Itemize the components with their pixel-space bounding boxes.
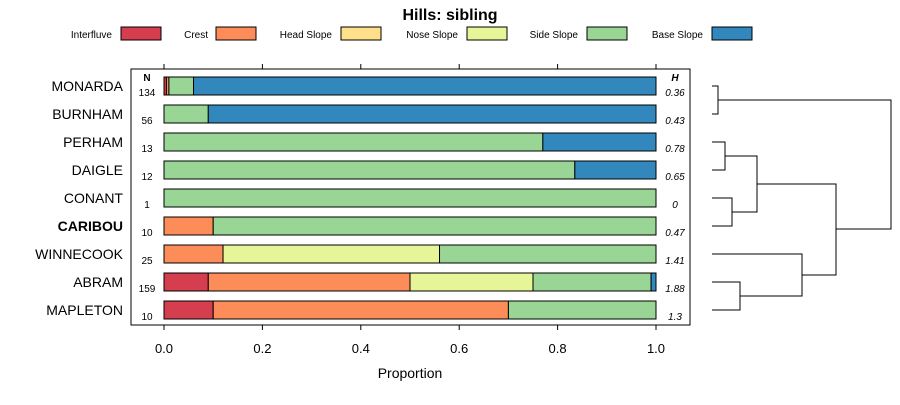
legend: Interfluve Crest Head Slope Nose Slope Side … bbox=[71, 26, 753, 41]
legend-swatch bbox=[120, 26, 162, 41]
bar-segment bbox=[507, 300, 657, 320]
bar-segment bbox=[163, 300, 214, 320]
bar-segment bbox=[163, 188, 657, 208]
legend-label: Head Slope bbox=[280, 30, 333, 41]
row-label: CONANT bbox=[64, 190, 124, 206]
legend-swatch bbox=[466, 26, 508, 41]
row-entropy: 1.41 bbox=[665, 256, 684, 267]
dendrogram-branch bbox=[712, 197, 733, 227]
bar-segment bbox=[163, 272, 209, 292]
row-count: 1 bbox=[144, 200, 150, 211]
bar-segment bbox=[207, 104, 657, 124]
dendrogram-branch bbox=[757, 183, 837, 276]
row-count: 56 bbox=[141, 116, 153, 127]
x-tick-label: 0.2 bbox=[253, 341, 271, 356]
legend-swatch bbox=[586, 26, 628, 41]
legend-swatch bbox=[711, 26, 753, 41]
row-entropy: 0 bbox=[672, 200, 678, 211]
bars bbox=[163, 76, 657, 320]
row-count: 12 bbox=[141, 172, 153, 183]
row-entropy: 1.3 bbox=[668, 312, 682, 323]
legend-swatch bbox=[340, 26, 382, 41]
bar-segment bbox=[163, 216, 214, 236]
x-tick-label: 0.4 bbox=[352, 341, 370, 356]
dendrogram-branch bbox=[712, 141, 726, 171]
row-count: 134 bbox=[139, 88, 156, 99]
entropy-values: 0.36 0.43 0.78 0.65 0 0.47 1.41 1.88 1.3 bbox=[665, 88, 685, 323]
row-count: 10 bbox=[141, 228, 153, 239]
dendrogram-branch bbox=[718, 99, 892, 230]
row-entropy: 0.36 bbox=[665, 88, 685, 99]
row-label: MAPLETON bbox=[46, 302, 123, 318]
row-label: DAIGLE bbox=[72, 162, 123, 178]
row-count: 13 bbox=[141, 144, 153, 155]
x-tick-label: 0.6 bbox=[450, 341, 468, 356]
row-count: 159 bbox=[139, 284, 156, 295]
legend-label: Side Slope bbox=[530, 30, 579, 41]
legend-label: Crest bbox=[184, 30, 208, 41]
bar-segment bbox=[212, 300, 509, 320]
plot-panel bbox=[130, 68, 691, 326]
bar-segment bbox=[574, 160, 657, 180]
row-label: ABRAM bbox=[73, 274, 123, 290]
x-tick-label: 0.8 bbox=[549, 341, 567, 356]
row-label: MONARDA bbox=[51, 78, 123, 94]
row-entropy: 0.47 bbox=[665, 228, 685, 239]
counts: 134 56 13 12 1 10 25 159 10 bbox=[139, 88, 156, 323]
bar-segment bbox=[163, 104, 209, 124]
bar-segment bbox=[163, 132, 544, 152]
chart-title: Hills: sibling bbox=[402, 7, 497, 24]
bar-segment bbox=[222, 244, 441, 264]
x-tick-label: 0.0 bbox=[155, 341, 173, 356]
legend-label: Nose Slope bbox=[406, 30, 458, 41]
row-label: PERHAM bbox=[63, 134, 123, 150]
row-label: CARIBOU bbox=[58, 218, 123, 234]
row-count: 25 bbox=[141, 256, 153, 267]
legend-label: Base Slope bbox=[652, 30, 704, 41]
dendrogram-branch bbox=[712, 281, 741, 311]
dendrogram-branch bbox=[712, 85, 719, 115]
row-entropy: 0.43 bbox=[665, 116, 685, 127]
row-entropy: 1.88 bbox=[665, 284, 685, 295]
dendrogram bbox=[712, 85, 892, 311]
bar-segment bbox=[193, 76, 657, 96]
x-axis-label: Proportion bbox=[378, 365, 443, 381]
bar-segment bbox=[532, 272, 652, 292]
bar-segment bbox=[650, 272, 657, 292]
row-entropy: 0.65 bbox=[665, 172, 685, 183]
bar-segment bbox=[207, 272, 411, 292]
dendrogram-branch bbox=[725, 155, 758, 213]
bar-segment bbox=[439, 244, 657, 264]
bar-segment bbox=[168, 76, 195, 96]
bar-segment bbox=[163, 244, 224, 264]
bar-segment bbox=[409, 272, 534, 292]
bar-segment bbox=[542, 132, 657, 152]
h-header: H bbox=[671, 73, 679, 84]
row-label: WINNECOOK bbox=[35, 246, 124, 262]
bar-segment bbox=[212, 216, 657, 236]
dendrogram-branch bbox=[712, 253, 803, 297]
x-axis: 0.0 0.2 0.4 0.6 0.8 1.0 bbox=[155, 64, 665, 356]
x-tick-label: 1.0 bbox=[647, 341, 665, 356]
row-labels: MONARDA BURNHAM PERHAM DAIGLE CONANT CARIBOU W… bbox=[35, 78, 124, 318]
legend-label: Interfluve bbox=[71, 30, 113, 41]
n-header: N bbox=[143, 73, 150, 84]
legend-swatch bbox=[215, 26, 257, 41]
row-count: 10 bbox=[141, 312, 153, 323]
row-entropy: 0.78 bbox=[665, 144, 685, 155]
bar-segment bbox=[163, 160, 576, 180]
row-label: BURNHAM bbox=[52, 106, 123, 122]
